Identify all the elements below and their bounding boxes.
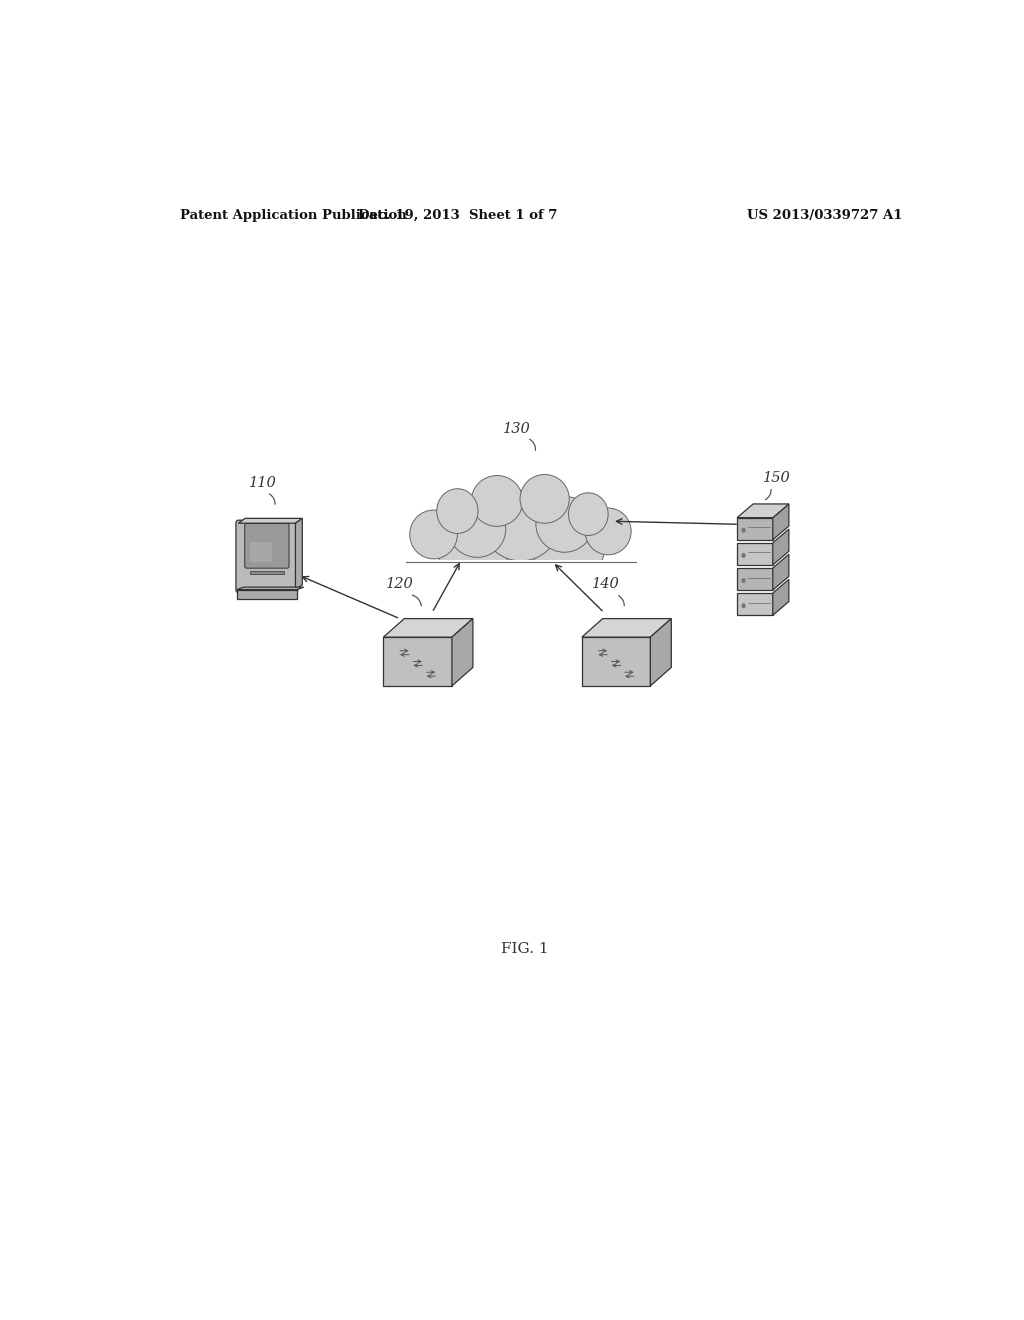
Ellipse shape (585, 508, 631, 554)
Ellipse shape (436, 488, 478, 533)
Polygon shape (452, 619, 473, 686)
Circle shape (742, 603, 744, 607)
Ellipse shape (568, 492, 608, 536)
Polygon shape (383, 638, 452, 686)
Text: FIG. 1: FIG. 1 (501, 942, 549, 956)
Polygon shape (773, 554, 788, 590)
Polygon shape (237, 587, 304, 590)
Ellipse shape (532, 527, 604, 577)
Polygon shape (737, 517, 773, 540)
Ellipse shape (437, 527, 509, 577)
Polygon shape (737, 543, 773, 565)
FancyBboxPatch shape (236, 520, 298, 593)
FancyBboxPatch shape (250, 541, 272, 562)
Polygon shape (582, 638, 650, 686)
FancyBboxPatch shape (237, 590, 297, 599)
Text: US 2013/0339727 A1: US 2013/0339727 A1 (748, 209, 902, 222)
Ellipse shape (485, 498, 557, 561)
Polygon shape (650, 619, 672, 686)
Ellipse shape (449, 502, 506, 557)
Polygon shape (239, 519, 302, 523)
Text: 130: 130 (504, 422, 531, 436)
FancyBboxPatch shape (250, 570, 284, 574)
Text: 120: 120 (386, 577, 414, 591)
Circle shape (742, 528, 744, 532)
FancyBboxPatch shape (394, 560, 648, 615)
Text: Patent Application Publication: Patent Application Publication (179, 209, 407, 222)
Polygon shape (582, 619, 672, 638)
Text: 140: 140 (592, 577, 620, 591)
Ellipse shape (536, 496, 593, 552)
Ellipse shape (471, 475, 523, 527)
FancyBboxPatch shape (245, 524, 289, 568)
Polygon shape (773, 504, 788, 540)
Ellipse shape (410, 510, 458, 558)
Polygon shape (296, 519, 302, 590)
Text: 110: 110 (250, 475, 278, 490)
Text: Dec. 19, 2013  Sheet 1 of 7: Dec. 19, 2013 Sheet 1 of 7 (357, 209, 557, 222)
Circle shape (742, 578, 744, 582)
Polygon shape (737, 504, 788, 517)
Polygon shape (737, 593, 773, 615)
Ellipse shape (520, 474, 569, 523)
Polygon shape (383, 619, 473, 638)
Polygon shape (737, 568, 773, 590)
Ellipse shape (469, 527, 572, 577)
Polygon shape (773, 529, 788, 565)
Polygon shape (773, 579, 788, 615)
Text: 150: 150 (763, 471, 791, 484)
Circle shape (742, 553, 744, 557)
